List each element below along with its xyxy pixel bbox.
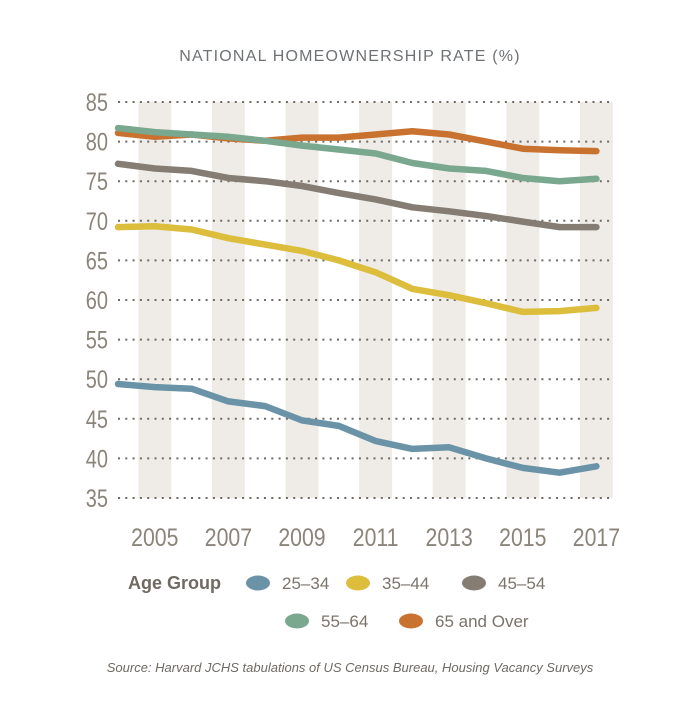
legend-label: 45–54: [498, 574, 545, 593]
x-tick-label: 2013: [426, 523, 473, 551]
legend-label: 35–44: [382, 574, 429, 593]
y-tick-label: 60: [86, 287, 108, 315]
series-lines: [114, 124, 600, 476]
series-line-25-34: [114, 380, 600, 476]
series-line-35-44: [114, 223, 600, 316]
y-tick-label: 75: [86, 168, 108, 196]
year-bands: [138, 102, 613, 498]
legend-swatch: [246, 575, 270, 591]
y-tick-label: 80: [86, 129, 108, 157]
series-line-45-54: [114, 160, 600, 231]
x-tick-label: 2017: [573, 523, 620, 551]
legend-swatch: [346, 575, 370, 591]
legend-label: 25–34: [282, 574, 329, 593]
year-band: [359, 102, 393, 498]
source-note: Source: Harvard JCHS tabulations of US C…: [107, 660, 594, 675]
legend-swatch: [285, 613, 309, 629]
x-tick-label: 2009: [278, 523, 325, 551]
y-tick-label: 45: [86, 406, 108, 434]
x-tick-label: 2007: [205, 523, 252, 551]
y-tick-label: 65: [86, 247, 108, 275]
y-tick-label: 35: [86, 485, 108, 513]
legend-swatch: [399, 613, 423, 629]
chart-title: NATIONAL HOMEOWNERSHIP RATE (%): [179, 48, 521, 65]
x-tick-label: 2015: [499, 523, 546, 551]
legend: Age Group 25–34 35–44 45–54 55–64 65 and Ove…: [128, 573, 545, 631]
year-band: [506, 102, 540, 498]
y-tick-label: 50: [86, 366, 108, 394]
y-tick-label: 85: [86, 89, 108, 117]
legend-title: Age Group: [128, 573, 221, 593]
legend-swatch: [462, 575, 486, 591]
y-tick-label: 55: [86, 327, 108, 355]
y-tick-label: 40: [86, 445, 108, 473]
y-tick-label: 70: [86, 208, 108, 236]
x-tick-label: 2011: [353, 523, 399, 551]
y-axis-ticks: 35 40 45 50 55 60 65 70 75 80 85: [86, 89, 108, 513]
x-axis-ticks: 2005 2007 2009 2011 2013 2015 2017: [131, 523, 620, 551]
legend-label: 65 and Over: [435, 612, 529, 631]
x-tick-label: 2005: [131, 523, 178, 551]
series-line-55-64: [114, 124, 600, 185]
legend-label: 55–64: [321, 612, 368, 631]
